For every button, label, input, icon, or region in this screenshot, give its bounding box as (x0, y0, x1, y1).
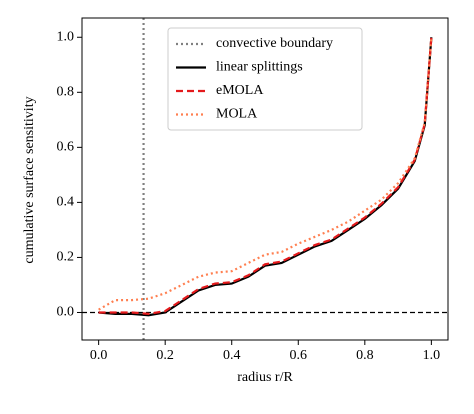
x-tick-label: 0.2 (156, 348, 174, 363)
y-tick-label: 1.0 (57, 29, 75, 44)
y-axis-label: cumulative surface sensitivity (22, 96, 37, 263)
y-tick-label: 0.8 (57, 85, 75, 100)
plot-frame (81, 17, 449, 341)
y-tick-label: 0.6 (57, 140, 75, 155)
x-tick-label: 0.4 (223, 348, 241, 363)
x-tick-label: 0.0 (90, 348, 108, 363)
y-tick-label: 0.2 (57, 250, 75, 265)
legend-box (167, 27, 363, 131)
y-tick-label: 0.4 (57, 195, 75, 210)
x-axis-label: radius r/R (237, 370, 293, 385)
x-tick-label: 1.0 (423, 348, 441, 363)
legend-label: linear splittings (216, 60, 303, 75)
x-tick-label: 0.6 (290, 348, 308, 363)
x-tick-label: 0.8 (356, 348, 374, 363)
series-line (98, 37, 433, 311)
series-line (98, 37, 433, 315)
legend-label: convective boundary (216, 36, 333, 51)
legend-label: MOLA (216, 107, 258, 122)
y-tick-label: 0.0 (57, 305, 75, 320)
legend-label: eMOLA (216, 83, 264, 98)
